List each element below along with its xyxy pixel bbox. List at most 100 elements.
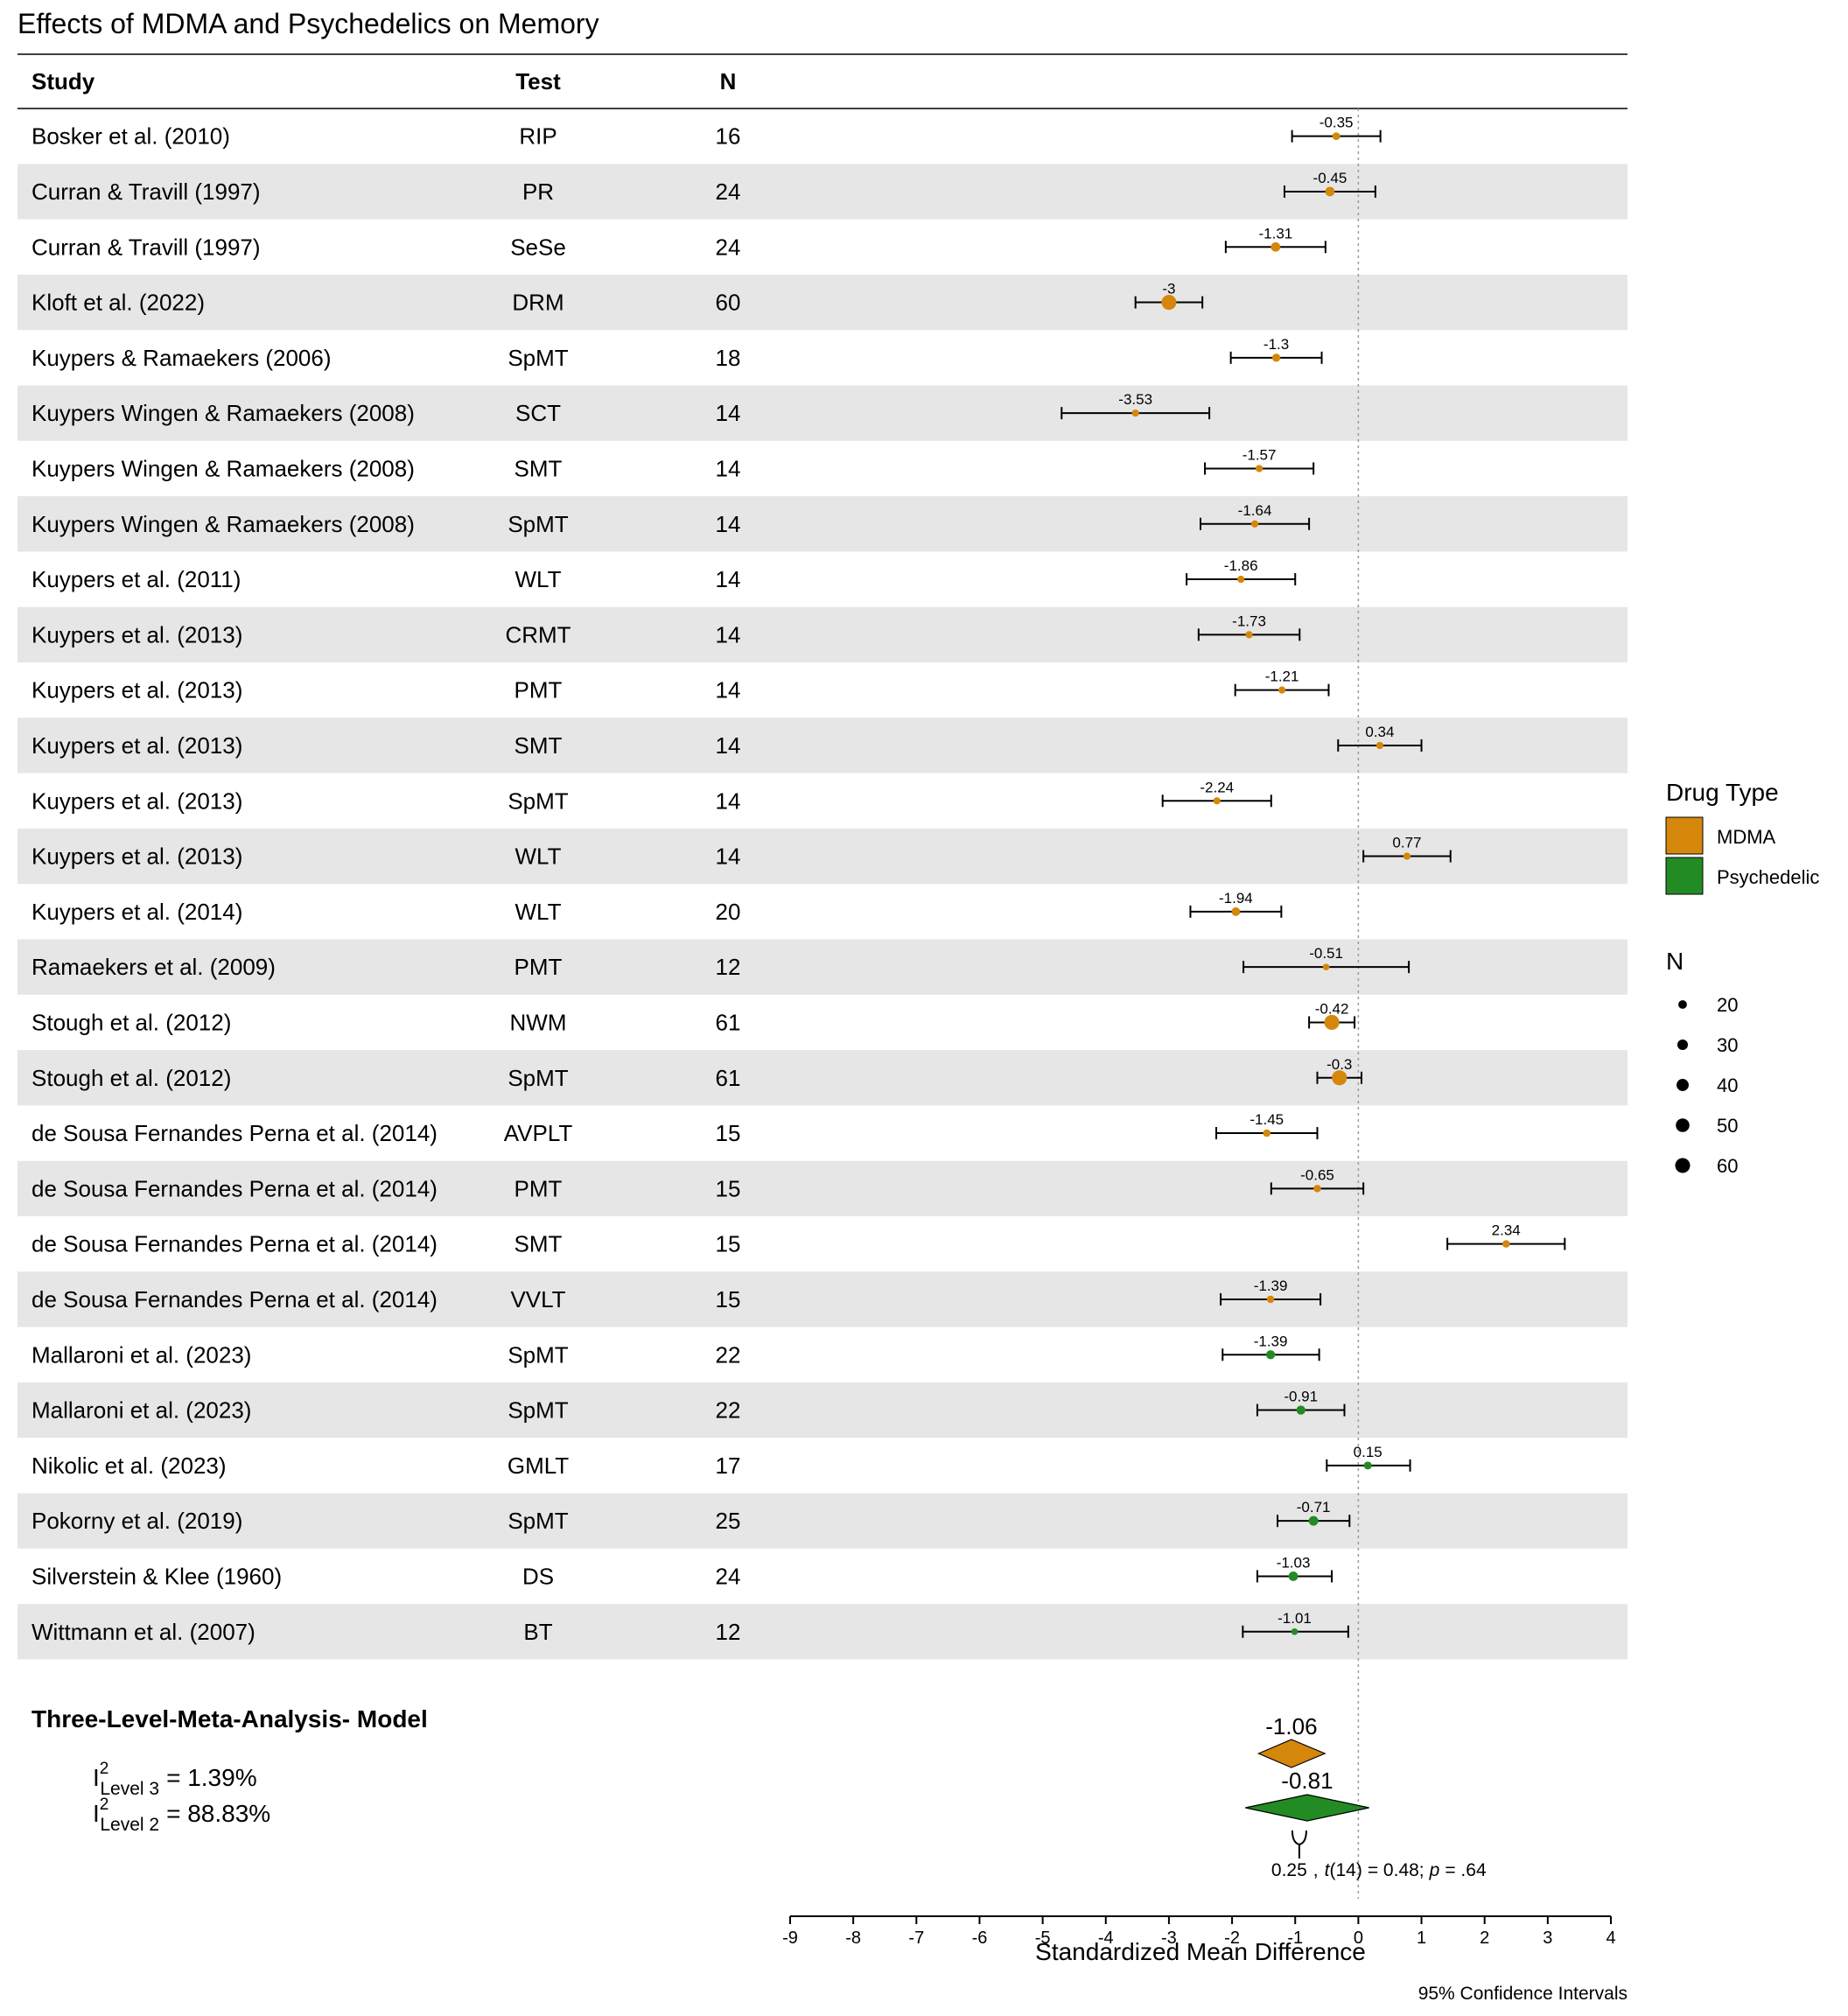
i2-level3: I2 Level 3 = 1.39% (93, 1760, 257, 1799)
test-label: GMLT (508, 1452, 569, 1479)
row-band (18, 1604, 1628, 1660)
study-label: Bosker et al. (2010) (32, 123, 230, 150)
n-label: 14 (716, 788, 741, 814)
test-label: PR (522, 178, 554, 205)
n-label: 25 (716, 1508, 741, 1534)
study-label: Pokorny et al. (2019) (32, 1508, 242, 1534)
difference-test-text: 0.25, t(14) = 0.48; p = .64 (1271, 1860, 1487, 1880)
effect-point (1213, 797, 1221, 805)
test-label: SCT (515, 400, 561, 426)
study-label: Kuypers et al. (2013) (32, 677, 242, 704)
table-row: de Sousa Fernandes Perna et al. (2014) VV… (32, 1278, 1322, 1312)
n-label: 14 (716, 844, 741, 870)
x-tick-label: 3 (1543, 1928, 1552, 1948)
n-label: 24 (716, 234, 741, 260)
effect-point (1231, 906, 1241, 916)
effect-label: -1.01 (1278, 1610, 1312, 1627)
study-label: Silverstein & Klee (1960) (32, 1563, 282, 1589)
x-tick-label: -7 (908, 1928, 924, 1948)
effect-point (1403, 852, 1411, 860)
effect-label: -1.86 (1224, 557, 1258, 574)
effect-label: -0.91 (1284, 1389, 1318, 1405)
table-row: Stough et al. (2012) NWM 61 -0.42 (32, 1000, 1356, 1035)
n-label: 22 (716, 1341, 741, 1368)
effect-point (1263, 1129, 1271, 1138)
effect-point (1245, 631, 1253, 639)
table-row: Kuypers Wingen & Ramaekers (2008) SCT 14 -3… (32, 391, 1211, 426)
test-label: SMT (514, 732, 563, 759)
x-tick-label: -2 (1224, 1928, 1240, 1948)
x-tick-label: -8 (845, 1928, 861, 1948)
effect-label: -0.51 (1309, 945, 1343, 962)
effect-label: 0.15 (1354, 1444, 1382, 1460)
n-label: 14 (716, 732, 741, 759)
chart-title: Effects of MDMA and Psychedelics on Memo… (18, 8, 599, 39)
table-row: Stough et al. (2012) SpMT 61 -0.3 (32, 1056, 1362, 1091)
study-label: Mallaroni et al. (2023) (32, 1397, 251, 1424)
table-row: Ramaekers et al. (2009) PMT 12 -0.51 (32, 945, 1410, 980)
table-row: Wittmann et al. (2007) BT 12 -1.01 (32, 1610, 1349, 1645)
effect-label: -1.39 (1254, 1333, 1288, 1349)
x-tick-label: -1 (1287, 1928, 1303, 1948)
x-tick-label: 0 (1354, 1928, 1363, 1948)
legend-label-psychedelic: Psychedelic (1717, 866, 1819, 888)
effect-label: -0.35 (1320, 115, 1354, 131)
test-label: WLT (515, 844, 562, 870)
diff-df: (14) (1329, 1860, 1362, 1880)
effect-label: -0.65 (1300, 1166, 1334, 1183)
x-tick-label: -6 (972, 1928, 988, 1948)
study-label: Stough et al. (2012) (32, 1009, 231, 1035)
i2-level2: I2 Level 2 = 88.83% (93, 1796, 270, 1835)
table-row: Mallaroni et al. (2023) SpMT 22 -1.39 (32, 1333, 1320, 1368)
effect-label: -1.94 (1219, 890, 1253, 906)
effect-label: -3 (1162, 281, 1175, 298)
test-label: RIP (519, 123, 556, 150)
table-row: de Sousa Fernandes Perna et al. (2014) PM… (32, 1166, 1365, 1201)
study-label: Kuypers Wingen & Ramaekers (2008) (32, 400, 415, 426)
summary-estimates: -1.06 -0.81 (1245, 1713, 1369, 1822)
effect-point (1270, 242, 1281, 252)
table-row: Pokorny et al. (2019) SpMT 25 -0.71 (32, 1499, 1351, 1534)
row-band (18, 1382, 1628, 1438)
legend-size-label: 40 (1717, 1074, 1738, 1096)
legend-swatch-mdma (1665, 816, 1704, 855)
n-label: 22 (716, 1397, 741, 1424)
n-label: 14 (716, 400, 741, 426)
row-band (18, 496, 1628, 552)
effect-point (1288, 1572, 1298, 1581)
model-title: Three-Level-Meta-Analysis- Model (32, 1705, 428, 1732)
table-row: Kuypers Wingen & Ramaekers (2008) SpMT 14 -… (32, 502, 1311, 537)
header-test: Test (515, 68, 561, 94)
diff-stat: t (1325, 1860, 1331, 1880)
legend-size-dot (1676, 1039, 1689, 1051)
table-row: Kuypers & Ramaekers (2006) SpMT 18 -1.3 (32, 336, 1323, 371)
effect-label: -0.42 (1315, 1000, 1349, 1017)
test-label: SpMT (508, 345, 568, 371)
effect-label: -1.57 (1242, 446, 1277, 463)
i2-level3-sub: Level 3 (100, 1779, 159, 1799)
legend-size-label: 50 (1717, 1115, 1738, 1137)
summary-label: -0.81 (1281, 1768, 1333, 1794)
n-label: 60 (716, 290, 741, 316)
study-label: Curran & Travill (1997) (32, 234, 261, 260)
x-tick-label: -5 (1035, 1928, 1051, 1948)
table-row: Kuypers et al. (2014) WLT 20 -1.94 (32, 890, 1283, 925)
row-band (18, 1493, 1628, 1549)
i2-level2-sup: 2 (100, 1796, 109, 1814)
i2-level3-symbol: I (93, 1764, 100, 1791)
row-band (18, 385, 1628, 441)
n-label: 14 (716, 566, 741, 592)
effect-point (1161, 295, 1177, 311)
n-label: 15 (716, 1286, 741, 1312)
study-label: Kuypers Wingen & Ramaekers (2008) (32, 511, 415, 537)
summary-diamond (1245, 1794, 1369, 1822)
summary-label: -1.06 (1265, 1713, 1317, 1740)
row-band (18, 1050, 1628, 1106)
legend-color-title: Drug Type (1666, 779, 1779, 806)
effect-point (1313, 1185, 1321, 1193)
n-label: 12 (716, 1619, 741, 1645)
effect-label: -0.71 (1297, 1499, 1331, 1516)
legend-label-mdma: MDMA (1717, 826, 1776, 848)
effect-label: -2.24 (1200, 779, 1234, 795)
